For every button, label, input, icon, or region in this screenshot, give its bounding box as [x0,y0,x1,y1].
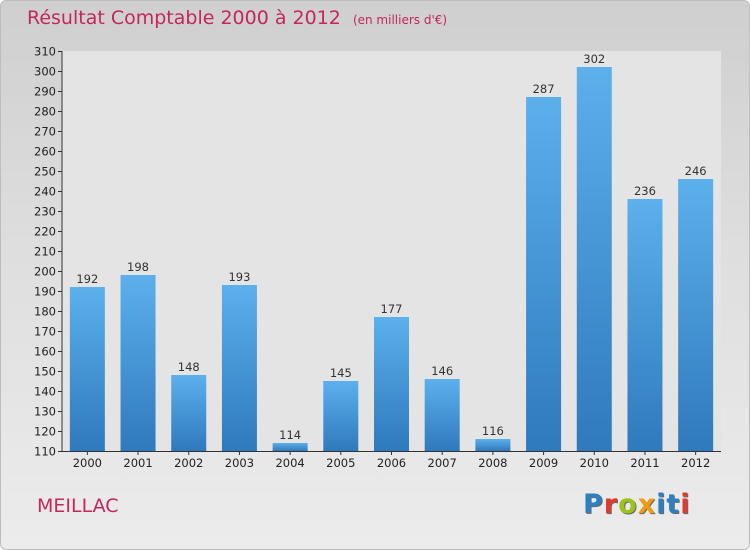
logo-letter: x [637,489,657,520]
logo-letter: P [583,489,604,520]
data-label: 302 [583,52,605,66]
bar [323,381,359,451]
y-tick-label: 240 [34,185,56,199]
y-tick-label: 210 [34,245,56,259]
data-label: 193 [228,270,250,284]
data-label: 114 [279,428,301,442]
data-label: 148 [178,360,200,374]
chart-subtitle: (en milliers d'€) [352,13,448,27]
chart-title: Résultat Comptable 2000 à 2012 (en milli… [27,7,447,29]
bar [678,179,714,451]
data-label: 192 [76,272,98,286]
bar [272,443,308,451]
bar [120,275,156,451]
y-tick-label: 290 [34,85,56,99]
y-tick-label: 280 [34,105,56,119]
x-tick-label: 2004 [275,456,304,470]
x-tick-label: 2007 [428,456,457,470]
y-tick-label: 270 [34,125,56,139]
y-tick-label: 190 [34,285,56,299]
y-tick-label: 140 [34,385,56,399]
bar [627,199,663,451]
data-label: 246 [685,164,707,178]
chart-title-text: Résultat Comptable 2000 à 2012 [27,7,341,29]
x-tick-label: 2001 [123,456,152,470]
x-axis: 2000 2001 2002 2003 2004 2005 2006 2007 2008 2009… [62,451,721,470]
x-tick-label: 2008 [478,456,507,470]
y-tick-label: 180 [34,305,56,319]
bar [526,97,562,451]
y-tick-label: 160 [34,345,56,359]
proxiti-logo: Proxiti [583,489,691,520]
logo-letter: i [656,489,667,520]
x-tick-label: 2012 [681,456,710,470]
y-tick-label: 110 [34,445,56,459]
y-tick-label: 300 [34,65,56,79]
logo-letter: t [666,489,681,520]
bar [576,67,612,451]
data-label: 145 [330,366,352,380]
y-tick-label: 200 [34,265,56,279]
y-tick-label: 130 [34,405,56,419]
x-tick-label: 2000 [73,456,102,470]
bar [374,317,409,451]
bar [171,375,207,451]
y-axis: 110 120 130 140 150 160 170 180 190 200 210 220 230 2… [34,45,63,459]
x-tick-label: 2006 [377,456,406,470]
logo-letter: i [680,489,691,520]
x-tick-label: 2011 [630,456,659,470]
logo-letter: o [618,489,638,520]
y-tick-label: 120 [34,425,56,439]
bar [475,439,511,451]
y-tick-label: 260 [34,145,56,159]
bar [69,287,105,451]
data-label: 116 [482,424,504,438]
bar [424,379,460,451]
x-tick-label: 2010 [580,456,609,470]
y-tick-label: 310 [34,45,56,59]
bar [221,285,257,451]
data-label: 236 [634,184,656,198]
y-tick-label: 150 [34,365,56,379]
bar-series [69,67,714,451]
data-label: 198 [127,260,149,274]
x-tick-label: 2003 [225,456,254,470]
data-label: 287 [533,82,555,96]
commune-name: MEILLAC [37,495,119,517]
x-tick-label: 2002 [174,456,203,470]
logo-letter: r [603,489,619,520]
data-label: 146 [431,364,453,378]
y-tick-label: 220 [34,225,56,239]
y-tick-label: 250 [34,165,56,179]
x-tick-label: 2005 [326,456,355,470]
data-label: 177 [381,302,403,316]
data-labels: 192 198 148 193 114 145 177 146 116 287 302 236 246 [76,52,706,442]
y-tick-label: 230 [34,205,56,219]
x-tick-label: 2009 [529,456,558,470]
y-tick-label: 170 [34,325,56,339]
